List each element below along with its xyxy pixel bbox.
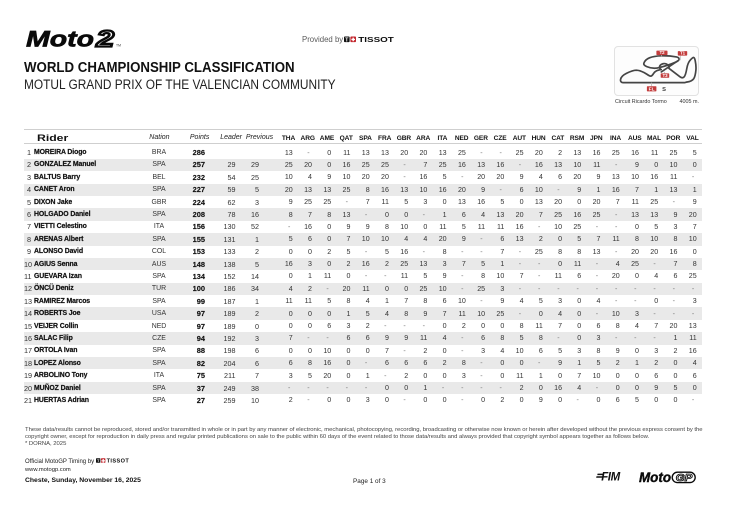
svg-text:T1: T1 xyxy=(680,51,686,56)
svg-text:FL: FL xyxy=(649,86,655,92)
svg-text:Moto: Moto xyxy=(26,29,94,50)
svg-text:Moto: Moto xyxy=(639,470,671,485)
svg-text:S: S xyxy=(662,87,666,93)
svg-text:2: 2 xyxy=(95,29,114,50)
svg-text:TISSOT: TISSOT xyxy=(106,459,129,464)
svg-text:GP: GP xyxy=(675,472,692,483)
svg-text:FIM: FIM xyxy=(601,471,620,482)
svg-text:TM: TM xyxy=(116,44,121,48)
svg-text:T: T xyxy=(97,458,100,463)
svg-text:T2: T2 xyxy=(659,50,665,55)
svg-text:TISSOT: TISSOT xyxy=(358,36,394,44)
svg-text:T: T xyxy=(345,37,349,43)
svg-text:T3: T3 xyxy=(662,73,668,78)
